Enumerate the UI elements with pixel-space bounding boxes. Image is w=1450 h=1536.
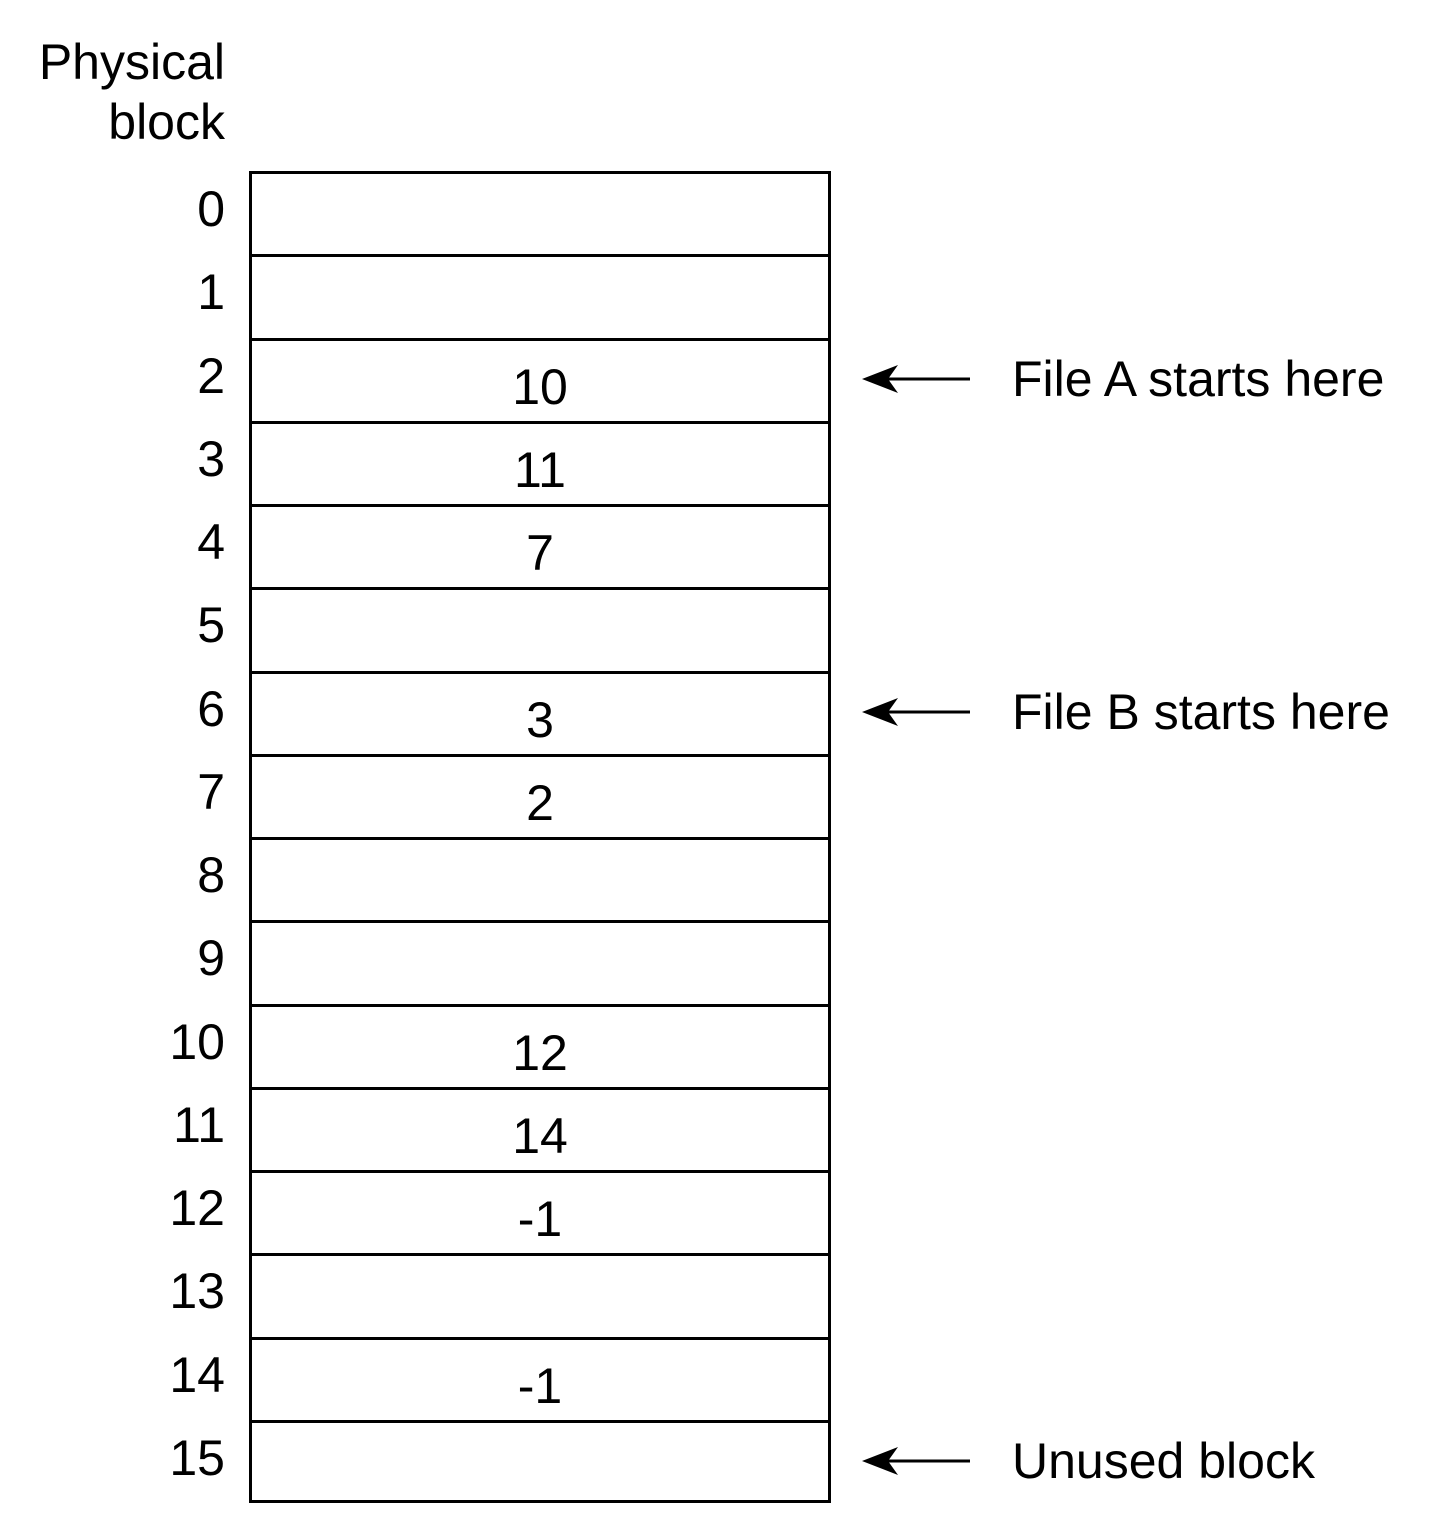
block-cell-5	[252, 587, 828, 670]
column-header: Physical block	[39, 32, 225, 152]
annotation-arrow	[862, 359, 972, 399]
block-number-label: 4	[197, 514, 225, 570]
block-number-label: 10	[169, 1013, 225, 1070]
block-value: 14	[512, 1107, 568, 1164]
block-cell-1	[252, 254, 828, 337]
block-number-label: 9	[197, 930, 225, 987]
block-cell-9	[252, 920, 828, 1003]
block-cell-6: 3	[252, 670, 828, 754]
left-arrow-icon	[862, 365, 970, 394]
block-value: -1	[517, 1191, 563, 1247]
block-number-label: 8	[197, 847, 225, 903]
annotation-arrow	[862, 692, 972, 732]
block-number-label: 3	[197, 430, 225, 487]
block-cell-10: 12	[252, 1003, 828, 1087]
block-number-label: 14	[169, 1346, 225, 1403]
block-value: -1	[517, 1357, 563, 1414]
block-cell-2: 10	[252, 337, 828, 421]
block-number-label: 11	[173, 1096, 225, 1153]
block-cell-3: 11	[252, 420, 828, 504]
block-value: 11	[514, 441, 566, 498]
block-cell-4: 7	[252, 504, 828, 587]
left-arrow-icon	[862, 698, 970, 727]
block-number-label: 0	[197, 181, 225, 237]
block-number-label: 1	[197, 264, 225, 321]
annotation-arrow	[862, 1441, 972, 1481]
block-table: 10 11 7 3 2 12 14 -1 -1	[249, 171, 831, 1503]
block-cell-8	[252, 837, 828, 920]
block-number-label: 6	[197, 680, 225, 737]
block-number-label: 13	[169, 1263, 225, 1320]
header-line-block: block	[108, 94, 225, 150]
block-cell-14: -1	[252, 1336, 828, 1420]
block-value: 10	[512, 358, 568, 415]
annotation-label: File B starts here	[1012, 684, 1390, 741]
block-number-label: 5	[197, 597, 225, 654]
block-value: 3	[526, 691, 554, 748]
block-number-label: 12	[169, 1180, 225, 1236]
block-value: 7	[526, 525, 554, 581]
left-arrow-icon	[862, 1447, 970, 1476]
block-value: 12	[512, 1024, 568, 1081]
block-cell-7: 2	[252, 753, 828, 837]
block-cell-0	[252, 171, 828, 257]
block-number-label: 15	[169, 1429, 225, 1486]
block-cell-13	[252, 1253, 828, 1336]
header-line-physical: Physical	[38, 34, 225, 90]
annotation-label: Unused block	[1012, 1433, 1315, 1490]
block-cell-15	[252, 1419, 828, 1503]
block-number-label: 2	[197, 347, 225, 404]
block-cell-11: 14	[252, 1086, 828, 1170]
block-cell-12: -1	[252, 1170, 828, 1253]
block-number-label: 7	[197, 763, 225, 820]
annotation-label: File A starts here	[1012, 351, 1385, 408]
block-value: 2	[526, 774, 554, 831]
